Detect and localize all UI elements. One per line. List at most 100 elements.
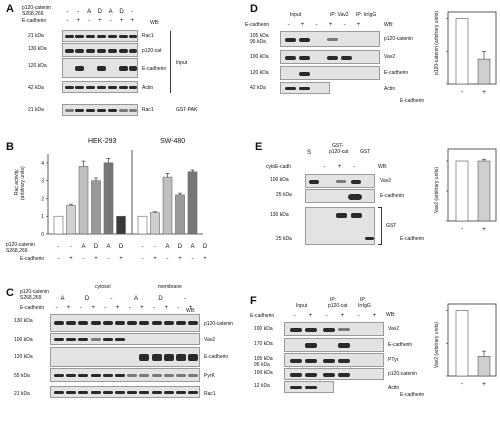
- a-p120-site: S268,269: [22, 11, 44, 17]
- e-band-ecad: E-cadherin: [380, 193, 405, 199]
- b-title-hek: HEK-293: [88, 138, 117, 145]
- b-row1-site: S268,269: [6, 248, 28, 254]
- d-group-input: Input: [290, 12, 302, 18]
- f-row-label: E-cadherin: [250, 313, 275, 319]
- c-p120-site: S268,269: [20, 295, 42, 301]
- b-ytick-label-4: 4: [41, 161, 44, 167]
- c-pyrk-band-7: [139, 374, 150, 377]
- c-mark-ecad-7: +: [140, 305, 144, 311]
- a-mark-ecad-1: +: [76, 18, 81, 24]
- c-blot-rac1: [50, 386, 200, 398]
- b-mark-p120-0-0: -: [57, 244, 60, 250]
- e-mw-4: 25 kDa: [276, 236, 292, 242]
- c-mark-ecad-3: +: [91, 305, 95, 311]
- d-mw-5: 42 kDa: [250, 85, 266, 91]
- c-wb-label: WB:: [186, 308, 196, 314]
- f-xmark-1: +: [482, 381, 486, 388]
- c-rac1-band-2: [78, 391, 89, 394]
- b-mark-p120-0-5: D: [118, 244, 124, 250]
- c-ecad-band-7: [139, 354, 150, 361]
- b-row2-label: E-cadherin: [20, 256, 45, 262]
- c-vav2-band-3: [90, 338, 101, 341]
- c-p120-band-5: [115, 321, 125, 325]
- c-vav2-band-2: [78, 338, 89, 341]
- c-p120-band-4: [102, 321, 113, 325]
- c-rac1-band-3: [90, 391, 101, 394]
- c-pyrk-band-11: [188, 374, 199, 377]
- f-blot-actin: [284, 381, 334, 393]
- a-mark-ecad-2: -: [88, 18, 91, 24]
- b-ytick-label-0: 0: [41, 232, 44, 238]
- c-mw-3: 120 kDa: [14, 354, 33, 360]
- e-blot-ecad: [305, 189, 375, 203]
- a-blot-rac1-pak: [62, 104, 138, 116]
- f-group-ip1: IP:: [330, 297, 337, 303]
- c-mark-ecad-8: -: [153, 305, 156, 311]
- e-band-vav2: Vav2: [380, 178, 392, 184]
- d-bar-1: [477, 58, 491, 85]
- e-bar-0: [455, 160, 469, 222]
- a-band-rac1-pak: Rac1: [142, 107, 154, 113]
- c-pyrk-band-10: [176, 374, 186, 377]
- c-p120-band-9: [163, 321, 174, 325]
- e-header-s: S: [307, 150, 312, 156]
- a-mark-ecad-3: +: [98, 18, 102, 24]
- c-ecad-band-11: [188, 354, 199, 361]
- e-header-gst1: GST-: [332, 143, 344, 149]
- c-group-membrane: membrane: [158, 284, 182, 290]
- c-ecad-header: E-cadherin: [20, 305, 45, 311]
- c-p120-band-10: [176, 321, 186, 325]
- c-p120-band-1: [66, 321, 77, 325]
- d-mw-4: 120 kDa: [250, 70, 269, 76]
- d-mark-0: -: [287, 22, 290, 28]
- f-group-input: Input: [296, 303, 308, 309]
- c-p120-band-7: [139, 321, 150, 325]
- c-p120-band-8: [151, 321, 162, 325]
- a-mark-p120-0: -: [66, 9, 69, 15]
- c-mw-5: 21 kDa: [14, 391, 30, 397]
- a-band-rac1: Rac1: [142, 33, 154, 39]
- a-band-p120: p120-cat: [142, 48, 162, 54]
- c-vav2-band-5: [115, 338, 125, 341]
- b-bar-0-5: [116, 215, 126, 235]
- c-pyrk-band-3: [90, 374, 101, 377]
- c-mw-2: 100 kDa: [14, 337, 33, 343]
- a-input-bracket: [170, 31, 171, 93]
- a-mark-ecad-0: -: [66, 18, 69, 24]
- f-group-ip2: IP:: [360, 297, 367, 303]
- b-mark-p120-1-2: A: [165, 244, 170, 250]
- b-mark-p120-0-3: D: [93, 244, 99, 250]
- d-band-p120: p120-catenin: [384, 36, 413, 42]
- d-blot-vav2: [280, 50, 380, 64]
- f-mark-3: +: [340, 313, 345, 319]
- a-mw-3: 120 kDa: [28, 63, 47, 69]
- b-mark-ecad-1-5: +: [203, 256, 207, 262]
- d-xmark-0: -: [461, 89, 464, 96]
- c-rac1-band-11: [188, 391, 199, 394]
- b-mark-p120-1-5: D: [202, 244, 208, 250]
- d-group-ipvav2: IP: Vav2: [330, 12, 349, 18]
- e-gst-bracket: [378, 207, 382, 245]
- c-blot-pyrk: [50, 368, 200, 382]
- c-pyrk-band-2: [78, 374, 89, 377]
- c-band-vav2: Vav2: [204, 337, 216, 343]
- d-mw-2: 95 kDa: [250, 39, 266, 45]
- a-mark-ecad-4: -: [109, 18, 112, 24]
- panel-label-f: F: [250, 295, 257, 307]
- c-p120-band-0: [54, 321, 64, 325]
- b-mark-ecad-1-1: +: [153, 256, 157, 262]
- c-vav2-band-1: [66, 338, 77, 341]
- c-p120-band-11: [188, 321, 199, 325]
- b-mark-ecad-0-5: +: [119, 256, 123, 262]
- e-header-gst: GST: [360, 149, 371, 155]
- a-mw-5: 21 kDa: [28, 107, 44, 113]
- c-mark-p120-1: D: [84, 296, 90, 302]
- c-pyrk-band-9: [163, 374, 174, 377]
- d-wb-label: WB:: [384, 22, 394, 28]
- f-band-ptyr: PTyr: [388, 357, 399, 363]
- d-mw-3: 100 kDa: [250, 54, 269, 60]
- b-bar-1-1: [150, 212, 160, 235]
- c-blot-p120: [50, 314, 200, 332]
- c-ecad-band-10: [176, 354, 186, 361]
- b-bar-0-0: [53, 215, 64, 235]
